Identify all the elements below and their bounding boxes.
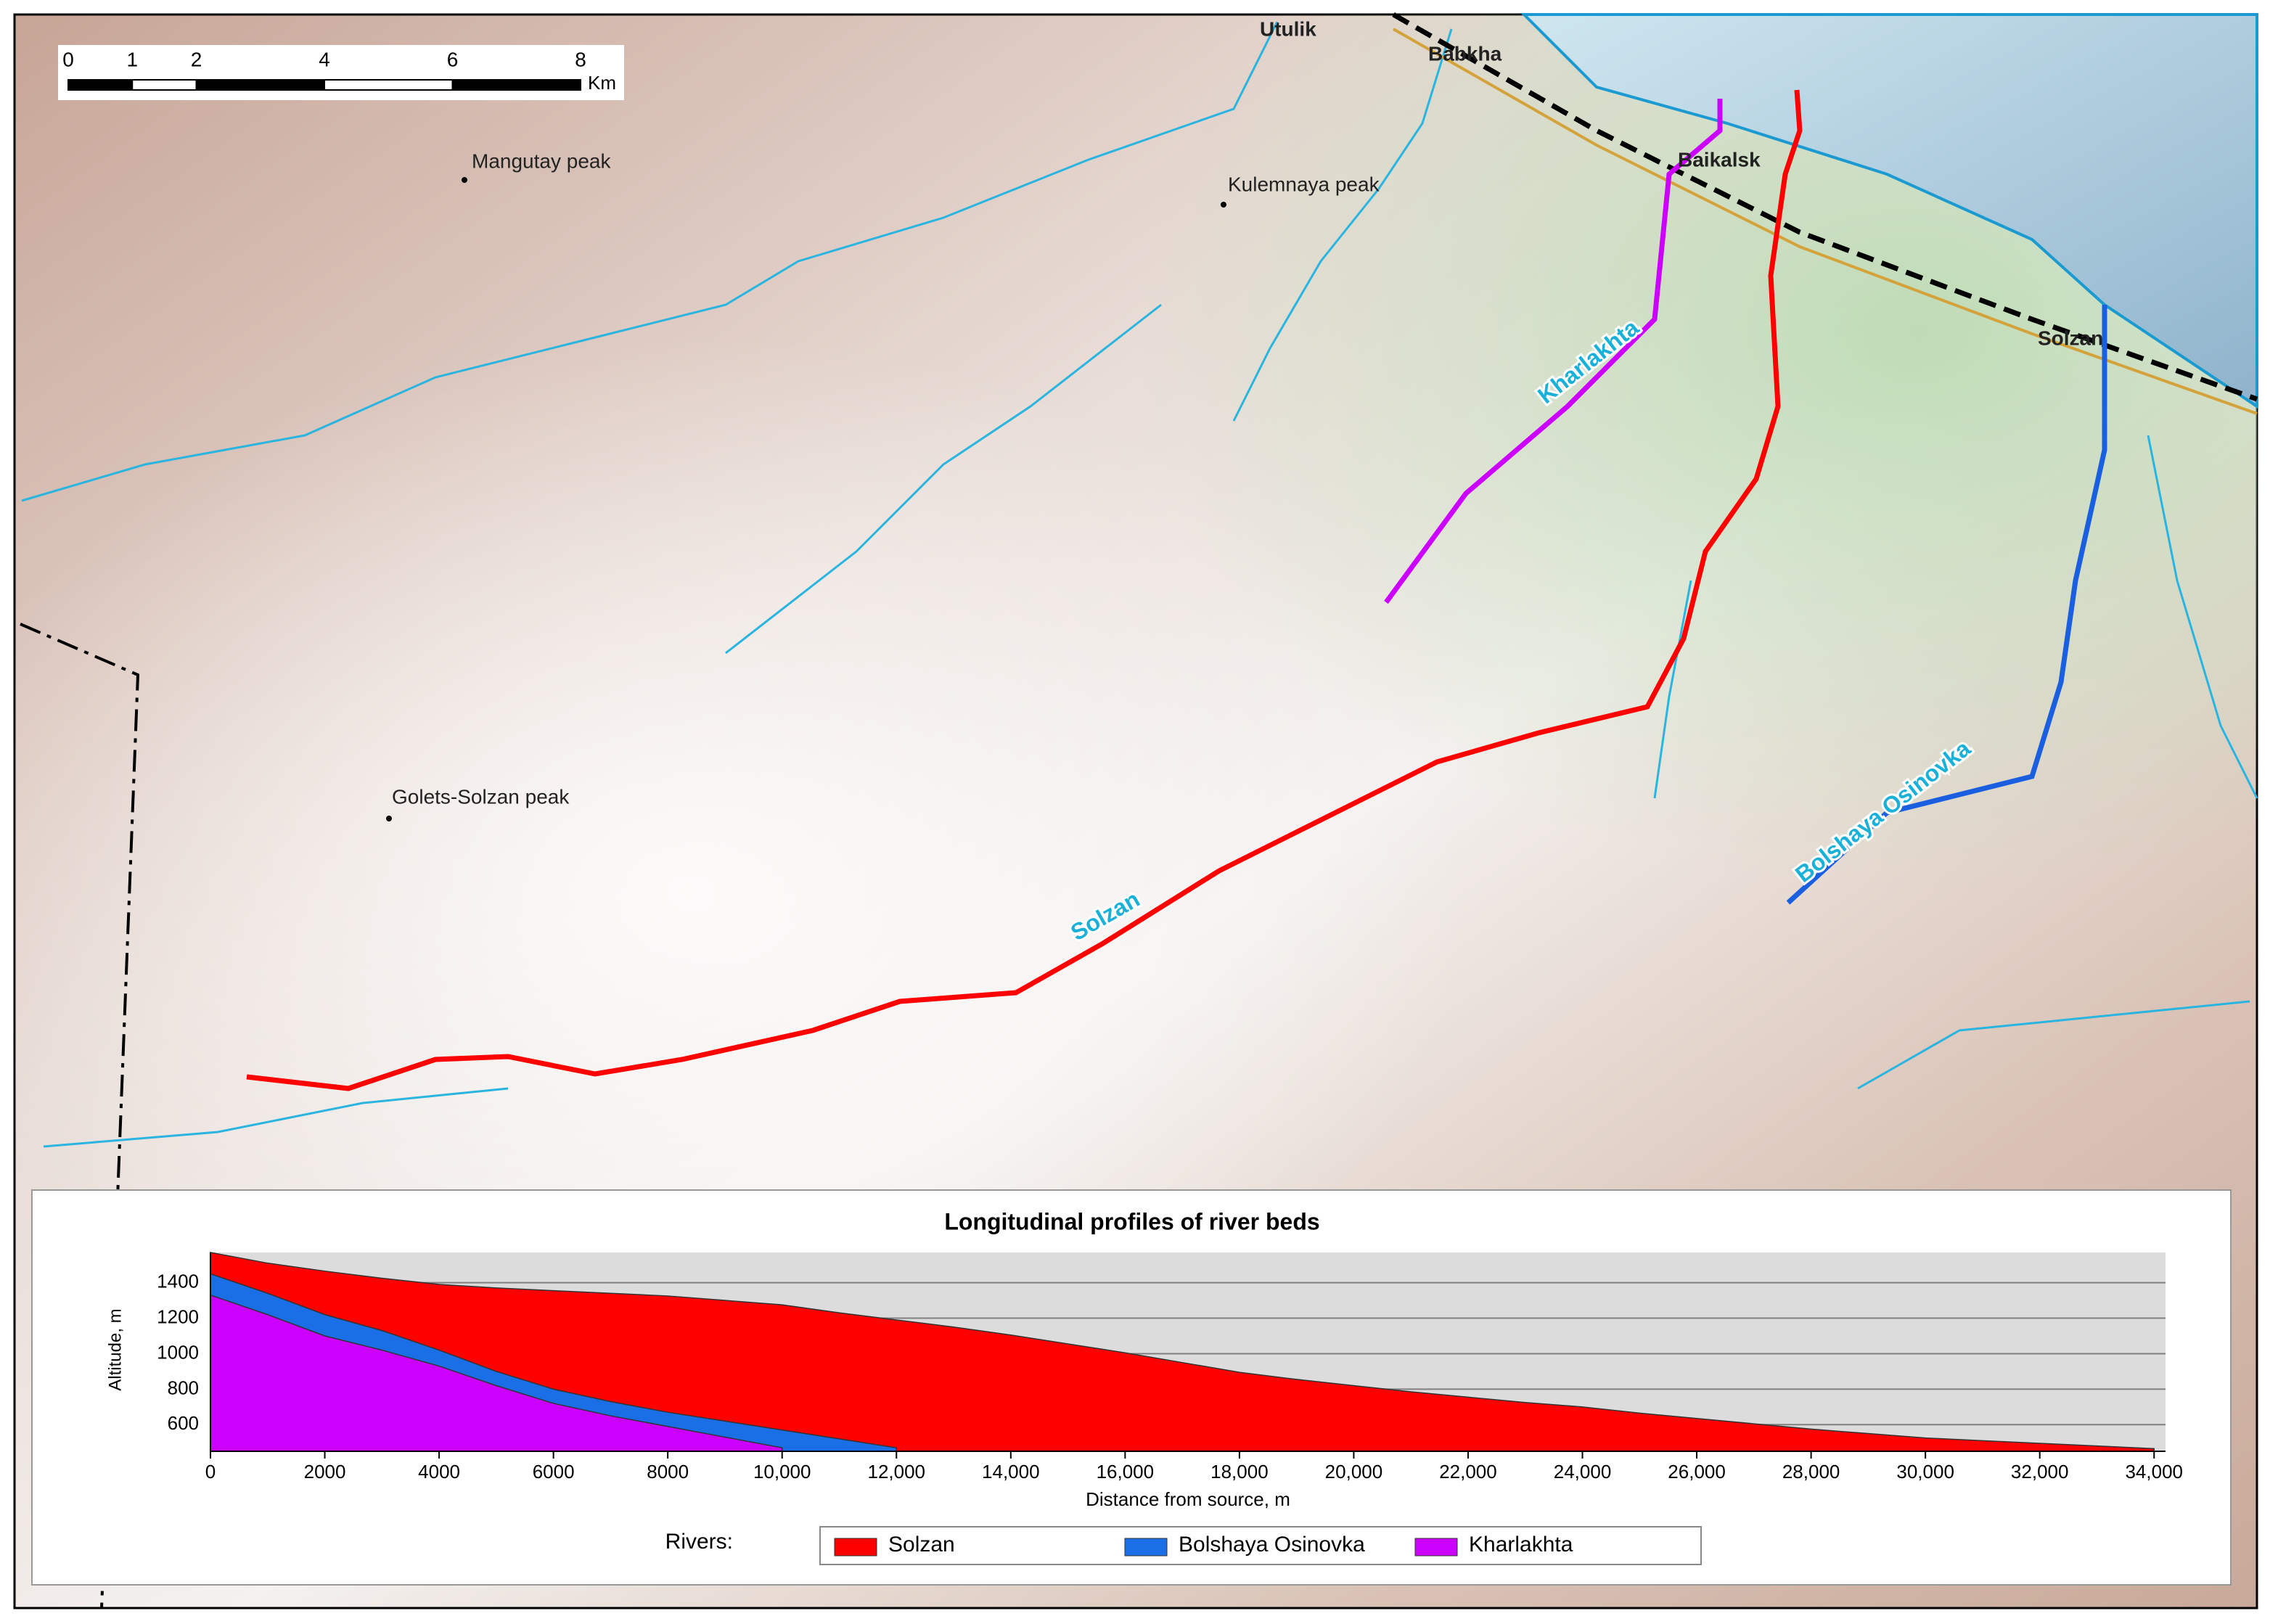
- y-tick-label: 800: [168, 1377, 199, 1398]
- legend-label: Solzan: [888, 1533, 955, 1557]
- scale-tick-label: 0: [62, 48, 74, 70]
- y-tick-label: 1200: [157, 1305, 199, 1327]
- legend: Solzan Bolshaya Osinovka Kharlakhta: [834, 1533, 1573, 1557]
- y-axis-label: Altitude, m: [105, 1308, 125, 1390]
- x-tick-label: 28,000: [1782, 1461, 1840, 1482]
- chart-title: Longitudinal profiles of river beds: [944, 1208, 1319, 1234]
- x-tick-label: 2000: [304, 1461, 346, 1482]
- streams: [21, 21, 2258, 1148]
- peak-marker: [462, 177, 467, 183]
- scale-tick-label: 2: [191, 48, 202, 70]
- axes: 600 800 1000 1200 1400 0 2000 4000 6000 8000 10,00…: [157, 1252, 2183, 1482]
- x-tick-label: 8000: [647, 1461, 689, 1482]
- stream: [1232, 28, 1453, 422]
- river-solzan: [246, 89, 1803, 1091]
- place-label: Solzan: [2038, 327, 2103, 349]
- y-tick-label: 1400: [157, 1270, 199, 1292]
- x-tick-label: 32,000: [2011, 1461, 2069, 1482]
- scale-bar-background: [58, 45, 624, 100]
- scale-tick-label: 1: [126, 48, 138, 70]
- stream: [21, 21, 1279, 502]
- legend-label: Bolshaya Osinovka: [1179, 1533, 1365, 1557]
- x-tick-label: 26,000: [1668, 1461, 1726, 1482]
- x-tick-label: 34,000: [2125, 1461, 2183, 1482]
- scale-segment: [195, 79, 325, 91]
- stream: [725, 303, 1162, 655]
- legend-label: Kharlakhta: [1469, 1533, 1573, 1557]
- scale-tick-label: 4: [319, 48, 330, 70]
- x-tick-label: 16,000: [1097, 1461, 1155, 1482]
- peak-marker: [386, 816, 392, 821]
- x-tick-label: 30,000: [1896, 1461, 1954, 1482]
- peak-label: Golets-Solzan peak: [392, 785, 570, 808]
- legend-swatch: [1124, 1538, 1168, 1557]
- lake: [1520, 13, 2258, 409]
- scale-tick-label: 8: [575, 48, 586, 70]
- scale-segment: [324, 79, 454, 91]
- x-tick-label: 4000: [418, 1461, 460, 1482]
- river-kharlakhta: [1384, 99, 1723, 604]
- peak-label: Mangutay peak: [472, 149, 611, 172]
- legend-box: [819, 1526, 1702, 1565]
- area: [210, 1252, 2155, 1452]
- stream: [1857, 1000, 2250, 1090]
- stream: [1653, 580, 1692, 799]
- scale-segment: [131, 79, 197, 91]
- legend-title: Rivers:: [665, 1530, 733, 1554]
- x-tick-label: 14,000: [982, 1461, 1040, 1482]
- x-tick-label: 24,000: [1554, 1461, 1612, 1482]
- scale-segment: [67, 79, 134, 91]
- y-tick-label: 600: [168, 1412, 199, 1434]
- x-tick-label: 0: [205, 1461, 216, 1482]
- x-tick-label: 12,000: [867, 1461, 925, 1482]
- scale-segment: [451, 79, 581, 91]
- x-tick-label: 18,000: [1210, 1461, 1269, 1482]
- y-tick-label: 1000: [157, 1341, 199, 1363]
- scale-unit: Km: [588, 72, 616, 94]
- x-tick-label: 22,000: [1439, 1461, 1497, 1482]
- x-tick-label: 10,000: [753, 1461, 811, 1482]
- stream: [43, 1087, 509, 1148]
- x-tick-label: 6000: [533, 1461, 575, 1482]
- peak-marker: [1221, 202, 1226, 208]
- profile-panel: Longitudinal profiles of river beds 600 8…: [31, 1189, 2232, 1586]
- place-label: Utulik: [1260, 17, 1316, 40]
- x-tick-label: 20,000: [1325, 1461, 1383, 1482]
- place-label: Baikalsk: [1678, 148, 1761, 171]
- legend-swatch: [834, 1538, 877, 1557]
- place-label: Babkha: [1428, 42, 1502, 65]
- river-bolshaya-osinovka: [1786, 305, 2107, 905]
- scale-tick-label: 6: [447, 48, 459, 70]
- legend-swatch: [1414, 1538, 1458, 1557]
- x-axis-label: Distance from source, m: [1086, 1488, 1290, 1510]
- areas: [210, 1252, 2155, 1452]
- peak-label: Kulemnaya peak: [1228, 173, 1380, 195]
- stream: [2147, 435, 2258, 799]
- scale-bar: 0 1 2 4 6 8: [62, 48, 586, 91]
